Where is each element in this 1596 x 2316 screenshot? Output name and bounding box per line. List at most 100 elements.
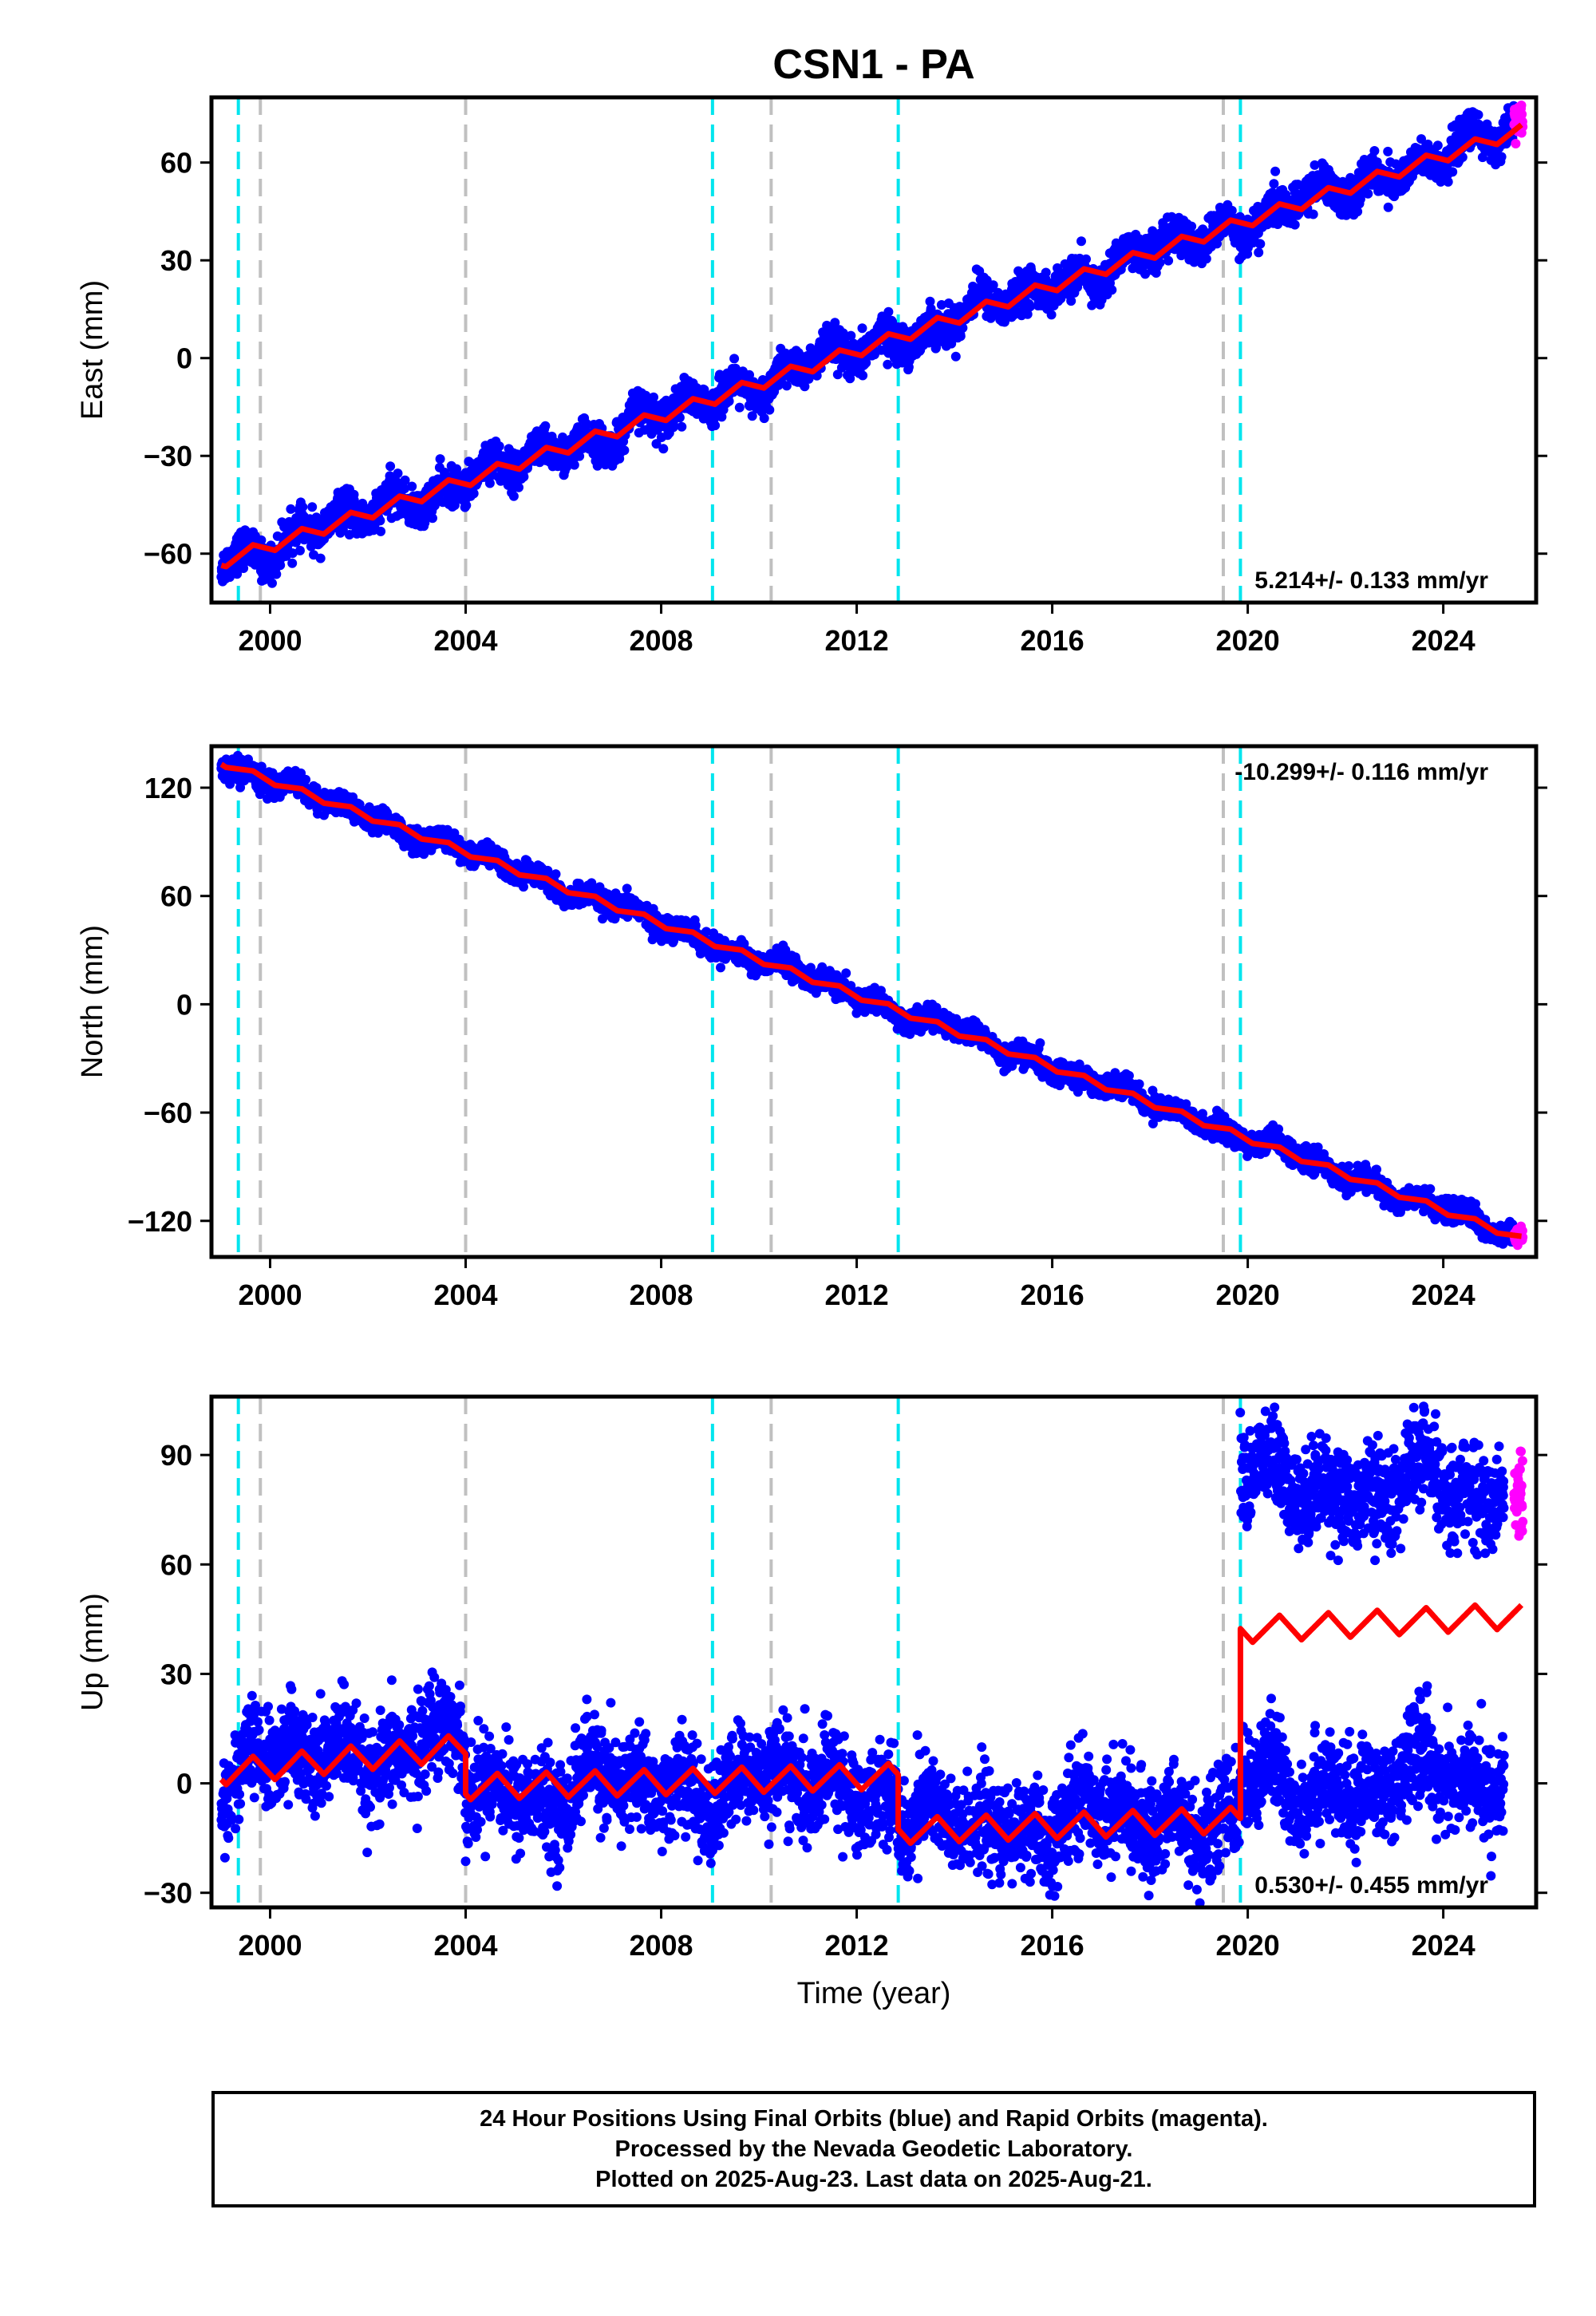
final-orbit-point [393, 468, 403, 479]
final-orbit-point [926, 303, 936, 314]
final-orbit-point [838, 328, 848, 338]
final-orbit-point [1066, 296, 1077, 306]
final-orbit-point [668, 422, 678, 433]
final-orbit-point [1432, 140, 1443, 151]
figure-svg: 2000 2004 2008 2012 2016 2020 2024−60−3003060E… [76, 41, 1547, 2010]
y-axis-label: East (mm) [76, 280, 109, 420]
final-orbit-point [729, 354, 740, 364]
final-orbit-point [428, 513, 437, 524]
final-orbit-point [298, 502, 308, 512]
final-orbit-point [1187, 221, 1197, 231]
final-orbit-point [1140, 269, 1151, 279]
final-orbit-point [1270, 166, 1281, 176]
final-orbit-point [435, 454, 445, 464]
y-tick-label: −60 [144, 538, 192, 571]
final-orbit-point [307, 502, 318, 512]
final-orbit-point [710, 421, 721, 431]
panel-2: 2000 2004 2008 2012 2016 2020 2024−120−6006012… [76, 744, 1547, 1311]
final-orbit-point [429, 500, 440, 511]
final-orbit-point [1443, 176, 1453, 187]
x-tick-label: 2024 [1412, 624, 1476, 657]
final-orbit-point [759, 413, 769, 424]
final-orbit-point [857, 323, 867, 334]
x-tick-label: 2008 [629, 624, 693, 657]
final-orbit-point [845, 373, 855, 384]
final-orbit-point [830, 318, 840, 328]
panel-1: 2000 2004 2008 2012 2016 2020 2024−60−3003060E… [76, 95, 1547, 657]
final-orbit-point [1041, 267, 1051, 278]
final-orbit-point [1448, 167, 1458, 177]
final-orbit-point [734, 402, 745, 413]
final-orbit-point [301, 774, 311, 785]
final-orbit-point [1046, 310, 1057, 320]
final-orbit-point [540, 421, 551, 431]
plot-area [216, 746, 1528, 1257]
final-orbit-point [946, 338, 957, 349]
final-orbit-point [950, 351, 961, 362]
y-tick-label: 30 [160, 244, 192, 277]
final-orbit-point [1473, 109, 1483, 120]
final-orbit-point [674, 413, 685, 423]
final-orbit-point [955, 331, 966, 342]
final-orbit-point [883, 359, 893, 370]
final-orbit-point [1496, 152, 1507, 162]
final-orbit-point [724, 396, 734, 406]
final-orbit-point [287, 548, 298, 559]
final-orbit-point [781, 381, 792, 391]
final-orbit-point [508, 491, 519, 501]
final-orbit-point [494, 441, 504, 452]
final-orbit-point [514, 482, 523, 492]
final-orbit-point [275, 560, 286, 571]
rapid-orbit-point [1516, 101, 1527, 110]
final-orbit-point [858, 370, 868, 381]
x-tick-label: 2016 [1021, 624, 1084, 657]
final-orbit-point [936, 300, 946, 310]
final-orbit-point [651, 439, 662, 449]
final-orbit-point [1077, 236, 1086, 247]
final-orbit-point [1081, 254, 1091, 264]
final-orbit-point [315, 553, 326, 563]
final-orbit-point [569, 460, 579, 470]
final-orbit-point [846, 330, 856, 341]
final-orbit-point [385, 461, 396, 472]
final-orbit-point [677, 421, 687, 432]
final-orbit-point [925, 296, 935, 306]
final-orbit-point [271, 569, 282, 579]
final-orbit-point [1254, 247, 1264, 258]
final-orbit-point [988, 280, 998, 290]
final-orbit-point [375, 516, 385, 526]
final-orbit-point [747, 411, 757, 421]
final-orbit-point [745, 370, 754, 380]
final-orbit-point [286, 504, 296, 514]
final-orbit-point [1269, 179, 1279, 189]
final-orbit-point [619, 445, 630, 456]
final-orbit-point [1025, 302, 1035, 312]
final-orbit-point [287, 558, 298, 568]
final-orbit-points [216, 101, 1519, 588]
final-orbit-point [1107, 285, 1117, 295]
final-orbit-point [800, 381, 810, 392]
model-curve [219, 122, 1524, 570]
final-orbit-point [1290, 219, 1300, 230]
y-tick-label: −30 [144, 440, 192, 472]
final-orbit-point [1383, 202, 1393, 212]
final-orbit-point [1363, 188, 1373, 199]
final-orbit-point [400, 475, 410, 485]
final-orbit-point [1163, 255, 1174, 266]
rapid-orbit-point [1511, 139, 1521, 148]
final-orbit-point [575, 451, 585, 461]
final-orbit-point [581, 420, 591, 430]
final-orbit-point [468, 488, 479, 499]
final-orbit-point [295, 545, 305, 555]
y-tick-label: 60 [160, 147, 192, 180]
plot-area [216, 97, 1528, 603]
final-orbit-point [484, 478, 495, 488]
final-orbit-point [1383, 146, 1393, 156]
final-orbit-point [1073, 282, 1083, 292]
x-tick-label: 2020 [1216, 624, 1280, 657]
final-orbit-point [1255, 239, 1266, 249]
final-orbit-point [658, 444, 669, 454]
x-tick-label: 2000 [238, 624, 302, 657]
final-orbit-point [267, 578, 277, 588]
final-orbit-point [461, 500, 472, 511]
